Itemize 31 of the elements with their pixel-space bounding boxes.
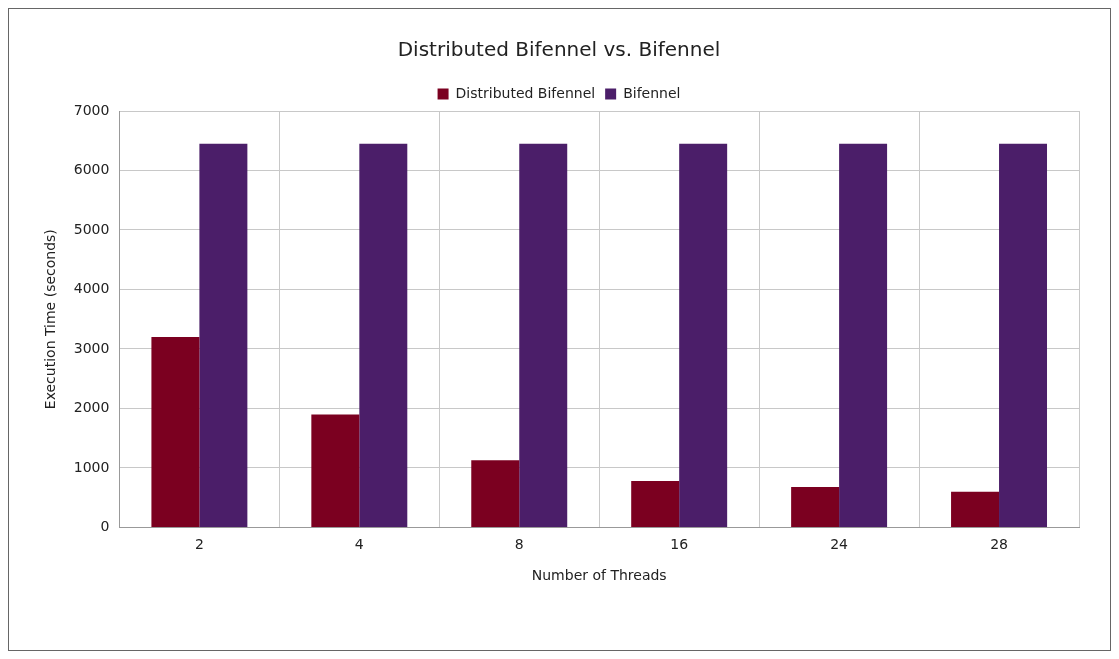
bar: [631, 481, 680, 527]
bar: [999, 143, 1048, 527]
x-tick-label: 16: [670, 536, 689, 553]
x-axis-title: Number of Threads: [531, 567, 667, 584]
x-tick-label: 4: [354, 536, 364, 553]
x-tick-label: 28: [990, 536, 1008, 553]
y-tick-label: 2000: [73, 399, 110, 416]
bar: [519, 143, 568, 527]
legend-label: Distributed Bifennel: [455, 84, 596, 101]
x-tick-label: 8: [514, 536, 524, 553]
y-tick-label: 4000: [73, 280, 110, 297]
bar: [839, 143, 888, 527]
bar: [311, 414, 360, 527]
y-tick-label: 1000: [73, 458, 110, 475]
x-tick-label: 2: [194, 536, 204, 553]
bar: [359, 143, 408, 527]
bar: [471, 460, 520, 527]
y-tick-label: 3000: [73, 339, 110, 356]
y-tick-label: 7000: [73, 101, 110, 118]
bar: [951, 491, 1000, 527]
legend-label: Bifennel: [623, 84, 681, 101]
y-axis-title: Execution Time (seconds): [42, 229, 59, 410]
x-tick-label: 24: [830, 536, 849, 553]
bar: [199, 143, 248, 527]
bar: [151, 337, 200, 527]
chart-title: Distributed Bifennel vs. Bifennel: [397, 37, 721, 62]
y-tick-label: 0: [100, 518, 110, 535]
y-tick-label: 6000: [73, 161, 110, 178]
bar: [791, 486, 840, 527]
bar: [679, 143, 728, 527]
y-tick-label: 5000: [73, 220, 110, 237]
